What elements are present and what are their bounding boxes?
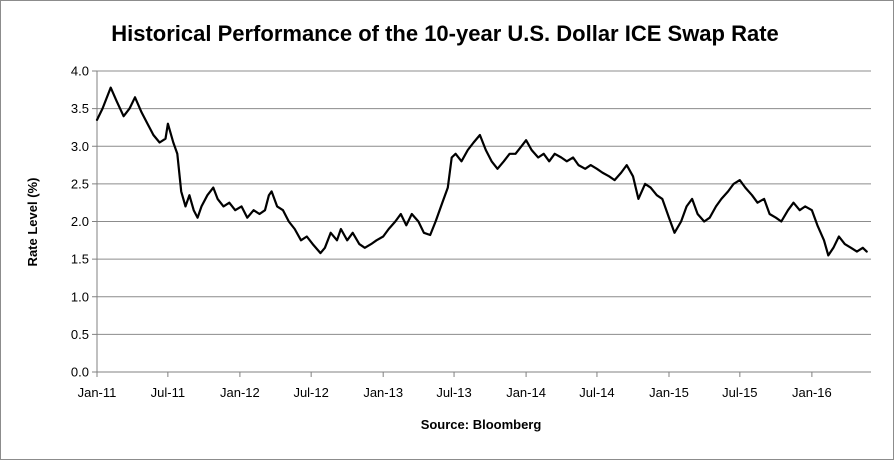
chart-title: Historical Performance of the 10-year U.… xyxy=(111,21,779,46)
y-tick-label: 1.5 xyxy=(71,252,89,267)
x-tick-label: Jan-16 xyxy=(792,385,832,400)
x-axis-ticks: Jan-11 Jul-11 Jan-12 Jul-12 Jan-13 Jul-13 Jan-… xyxy=(78,372,832,400)
x-tick-label: Jan-14 xyxy=(506,385,546,400)
x-tick-label: Jul-13 xyxy=(436,385,471,400)
y-tick-label: 4.0 xyxy=(71,64,89,79)
y-tick-label: 2.0 xyxy=(71,214,89,229)
x-tick-label: Jul-12 xyxy=(293,385,328,400)
x-tick-label: Jan-13 xyxy=(363,385,403,400)
x-tick-label: Jan-15 xyxy=(649,385,689,400)
x-tick-label: Jul-14 xyxy=(579,385,614,400)
series-line xyxy=(95,86,868,257)
y-axis-ticks: 0.0 0.5 1.0 1.5 2.0 2.5 3.0 3.5 4.0 xyxy=(71,64,97,380)
x-tick-label: Jul-15 xyxy=(722,385,757,400)
x-tick-label: Jan-11 xyxy=(78,385,117,400)
x-tick-label: Jan-12 xyxy=(220,385,260,400)
y-axis-title: Rate Level (%) xyxy=(25,178,40,267)
series-layer xyxy=(95,86,868,257)
x-tick-label: Jul-11 xyxy=(151,385,185,400)
y-tick-label: 3.5 xyxy=(71,101,89,116)
gridlines xyxy=(97,70,871,373)
y-tick-label: 0.0 xyxy=(71,365,89,380)
x-axis-title: Source: Bloomberg xyxy=(421,417,542,432)
y-tick-label: 0.5 xyxy=(71,327,89,342)
y-tick-label: 2.5 xyxy=(71,176,89,191)
y-tick-label: 3.0 xyxy=(71,139,89,154)
y-tick-label: 1.0 xyxy=(71,289,89,304)
